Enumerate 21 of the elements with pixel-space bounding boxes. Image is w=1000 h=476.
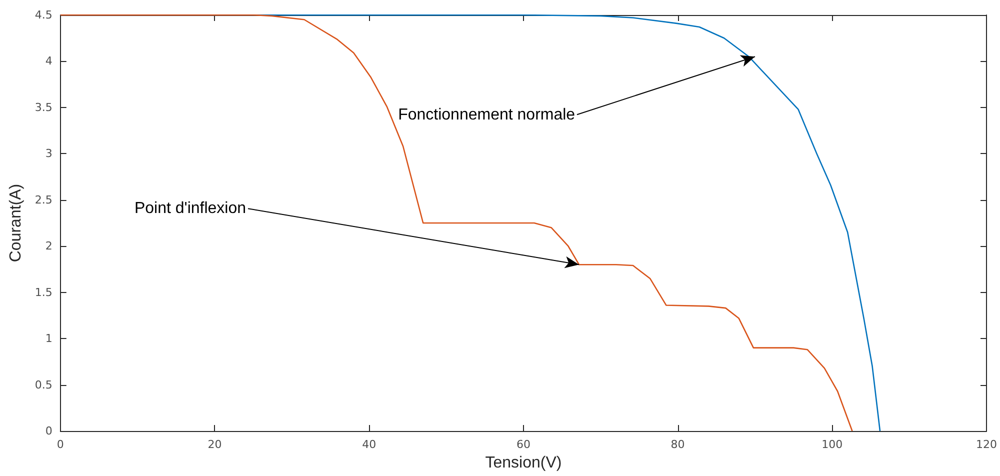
x-tick-label: 40 bbox=[362, 438, 376, 451]
y-tick-label: 1.5 bbox=[34, 286, 52, 299]
y-tick-label: 3.5 bbox=[34, 100, 52, 114]
x-tick-label: 100 bbox=[822, 438, 843, 451]
x-axis-title: Tension(V) bbox=[485, 454, 562, 472]
y-tick-label: 4 bbox=[45, 54, 52, 68]
annotation: Fonctionnement normale bbox=[398, 106, 576, 124]
y-axis-title: Courant(A) bbox=[8, 184, 24, 262]
y-tick-label: 0.5 bbox=[34, 378, 52, 392]
x-tick-label: 20 bbox=[208, 438, 222, 451]
x-tick-label: 60 bbox=[516, 438, 530, 451]
x-tick-label: 0 bbox=[56, 438, 64, 451]
annotation: Point d'inflexion bbox=[134, 200, 246, 217]
y-tick-label: 3 bbox=[45, 147, 52, 160]
y-tick-label: 0 bbox=[45, 424, 52, 438]
x-tick-label: 80 bbox=[670, 438, 685, 451]
y-tick-label: 2.5 bbox=[34, 193, 52, 206]
y-tick-label: 1 bbox=[45, 332, 52, 346]
x-tick-label: 120 bbox=[976, 438, 997, 451]
y-tick-label: 2 bbox=[45, 240, 52, 253]
y-tick-label: 4.5 bbox=[34, 8, 52, 22]
